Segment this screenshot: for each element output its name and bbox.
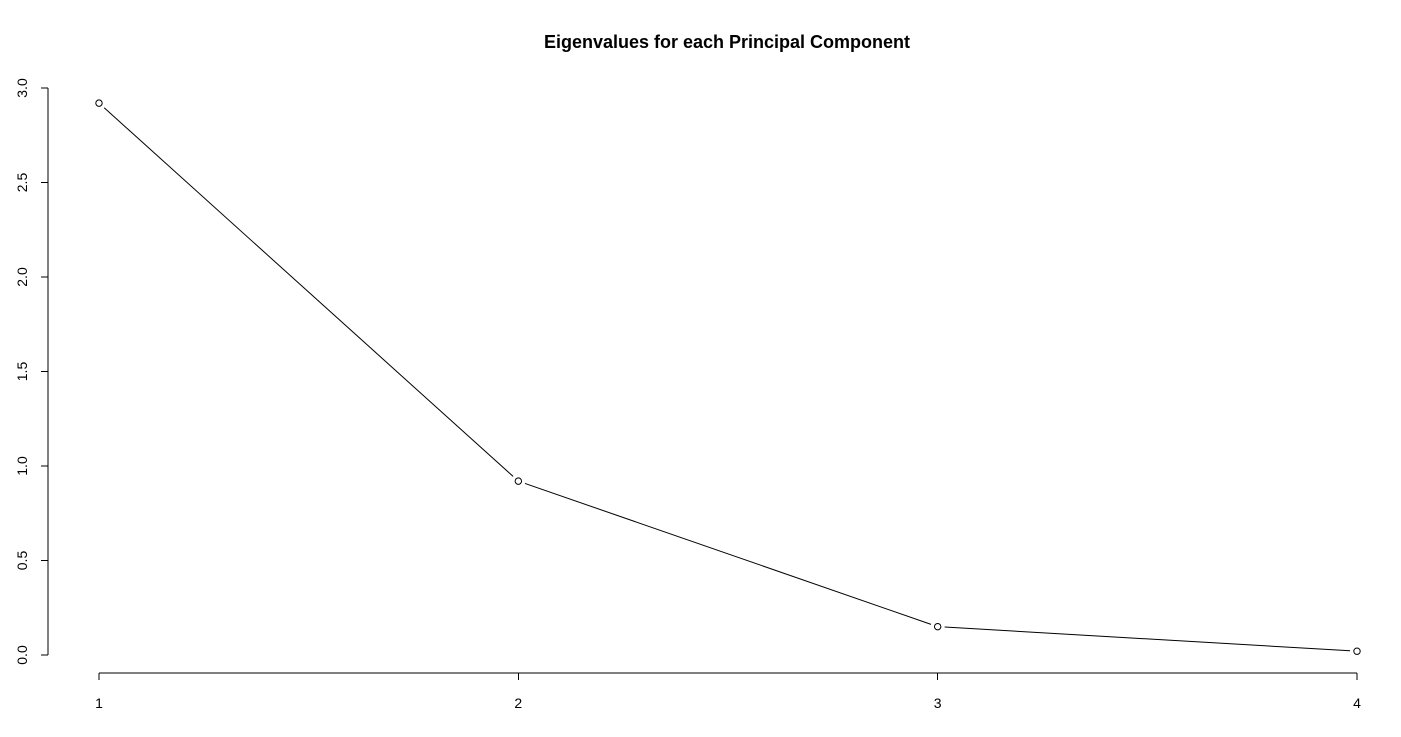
data-point: [1353, 647, 1361, 655]
series-layer: [95, 99, 1361, 655]
y-tick-label: 3.0: [14, 78, 30, 98]
y-tick-label: 1.0: [14, 456, 30, 476]
series-line-segment: [944, 626, 1351, 652]
y-tick-label: 1.5: [14, 362, 30, 382]
x-tick-label: 1: [95, 695, 103, 711]
series-line-segment: [524, 482, 932, 625]
chart-title: Eigenvalues for each Principal Component: [544, 32, 910, 52]
y-axis: 0.0 0.5 1.0 1.5 2.0 2.5 3.0: [14, 78, 49, 665]
data-point: [514, 477, 523, 485]
x-axis: 1 2 3 4: [95, 672, 1361, 711]
data-point: [95, 99, 103, 107]
x-tick-label: 3: [934, 695, 942, 711]
y-tick-label: 0.5: [14, 551, 30, 571]
series-line-segment: [103, 107, 514, 477]
y-tick-label: 2.5: [14, 173, 30, 193]
data-point: [933, 622, 942, 631]
x-tick-label: 2: [514, 695, 522, 711]
y-tick-label: 0.0: [14, 645, 30, 665]
y-tick-label: 2.0: [14, 267, 30, 287]
x-tick-label: 4: [1353, 695, 1361, 711]
